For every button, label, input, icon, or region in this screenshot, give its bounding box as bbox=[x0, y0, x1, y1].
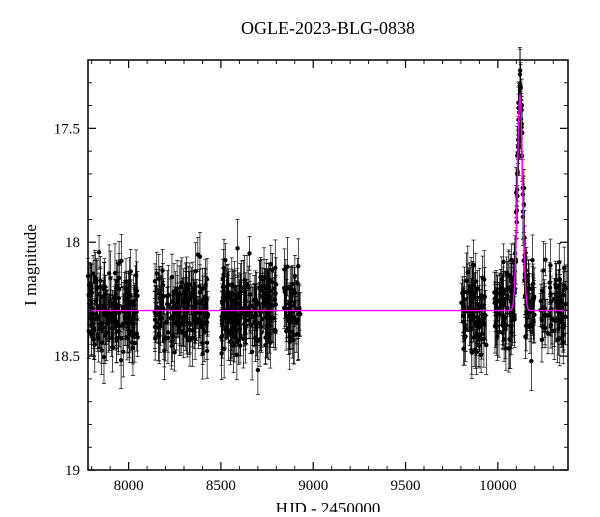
chart-svg: OGLE-2023-BLG-0838 8000 8500 9000 9500 10000 1… bbox=[0, 0, 600, 512]
x-tick-label: 9500 bbox=[391, 478, 421, 494]
x-tick-label: 8000 bbox=[114, 478, 144, 494]
y-tick-label: 17.5 bbox=[54, 121, 80, 137]
y-tick-label: 19 bbox=[65, 463, 80, 479]
chart-title: OGLE-2023-BLG-0838 bbox=[241, 18, 415, 38]
y-tick-label: 18 bbox=[65, 235, 80, 251]
x-tick-label: 8500 bbox=[206, 478, 236, 494]
x-tick-label: 10000 bbox=[479, 478, 517, 494]
y-axis-label: I magnitude bbox=[21, 224, 40, 306]
y-tick-label: 18.5 bbox=[54, 349, 80, 365]
x-axis-label: HJD - 2450000 bbox=[276, 499, 381, 512]
data-points bbox=[86, 47, 568, 394]
plot-frame bbox=[88, 60, 568, 470]
lightcurve-chart: OGLE-2023-BLG-0838 8000 8500 9000 9500 10000 1… bbox=[0, 0, 600, 512]
x-tick-label: 9000 bbox=[298, 478, 328, 494]
